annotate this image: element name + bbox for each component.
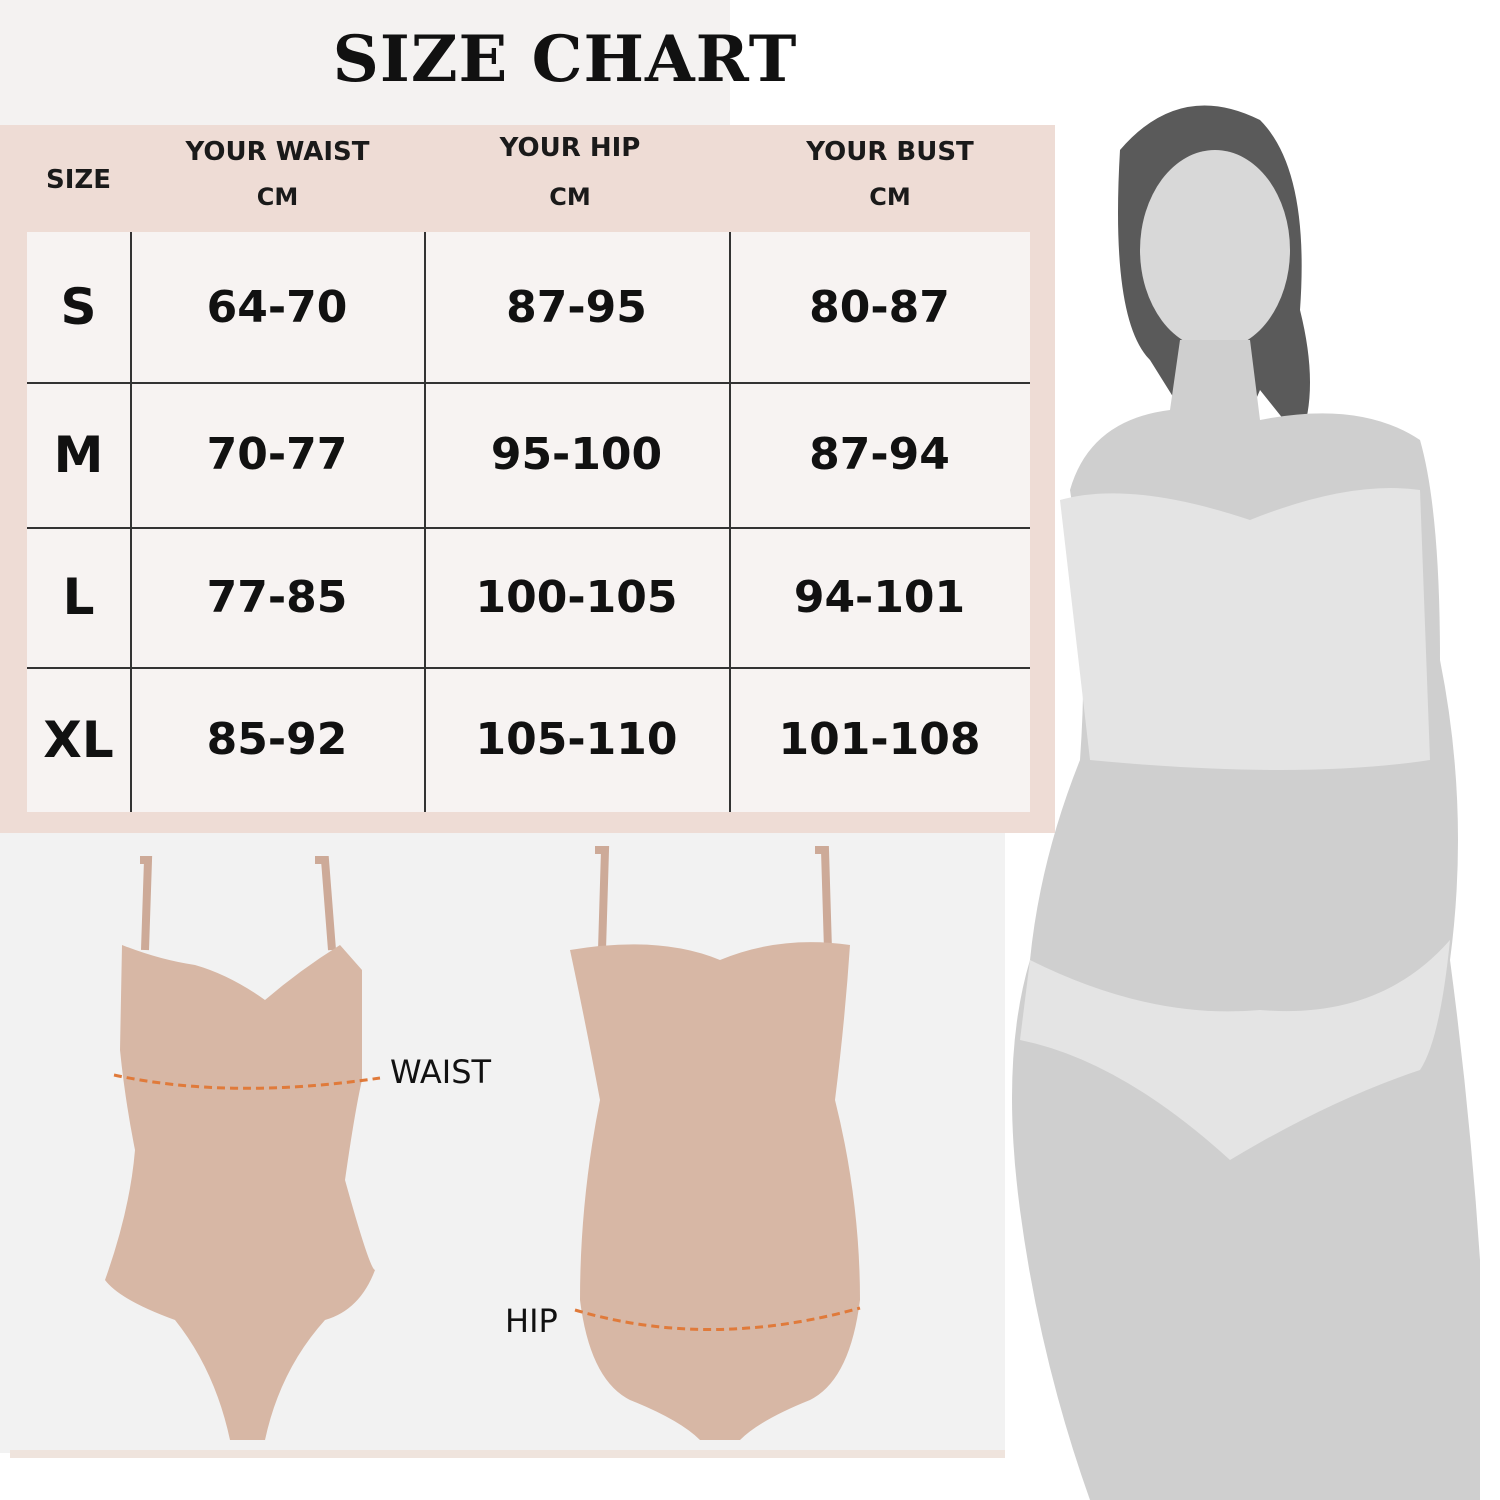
cell-waist: 77-85 [206, 571, 348, 623]
cell-hip: 105-110 [475, 714, 678, 765]
row-divider [27, 382, 1030, 384]
cell-waist: 70-77 [206, 429, 348, 480]
cell-size: S [60, 278, 97, 336]
cell-waist: 85-92 [206, 714, 348, 765]
cell-hip: 95-100 [490, 429, 663, 480]
cell-size: XL [43, 710, 114, 769]
divider [10, 1450, 1005, 1458]
header-bust-unit: CM [869, 183, 911, 211]
column-divider [729, 232, 731, 812]
header-bust: YOUR BUST CM [730, 125, 1050, 232]
cell-size: L [62, 568, 95, 626]
header-background [0, 0, 730, 125]
header-waist: YOUR WAIST CM [130, 125, 425, 232]
column-divider [424, 232, 426, 812]
cell-hip: 87-95 [506, 281, 647, 333]
cell-bust: 101-108 [778, 714, 981, 765]
header-waist-unit: CM [256, 183, 299, 211]
waist-label: WAIST [390, 1053, 492, 1091]
model-photo [1012, 105, 1480, 1500]
garment-back-image [570, 846, 861, 1440]
header-size-label: SIZE [45, 165, 111, 195]
row-divider [27, 667, 1030, 669]
cell-hip: 100-105 [475, 571, 678, 623]
cell-waist: 64-70 [206, 281, 348, 333]
header-hip-unit: CM [549, 183, 591, 211]
header-bust-label: YOUR BUST [806, 137, 974, 167]
column-divider [130, 232, 132, 812]
header-hip: YOUR HIP CM [425, 125, 715, 232]
cell-bust: 80-87 [809, 281, 950, 333]
row-divider [27, 527, 1030, 529]
cell-bust: 94-101 [793, 571, 966, 623]
garment-front-image [105, 856, 381, 1440]
header-waist-label: YOUR WAIST [185, 137, 370, 167]
size-grid: S 64-70 87-95 80-87 M 70-77 95-100 87-94 L 77-85 1… [27, 232, 1030, 812]
hip-label: HIP [505, 1302, 558, 1340]
size-table: SIZE YOUR WAIST CM YOUR HIP CM YOUR BUST… [0, 125, 1055, 833]
cell-bust: 87-94 [809, 429, 950, 480]
cell-size: M [53, 425, 104, 484]
page-title: SIZE CHART [332, 22, 798, 97]
header-hip-label: YOUR HIP [499, 133, 641, 163]
header-size: SIZE [27, 125, 130, 232]
